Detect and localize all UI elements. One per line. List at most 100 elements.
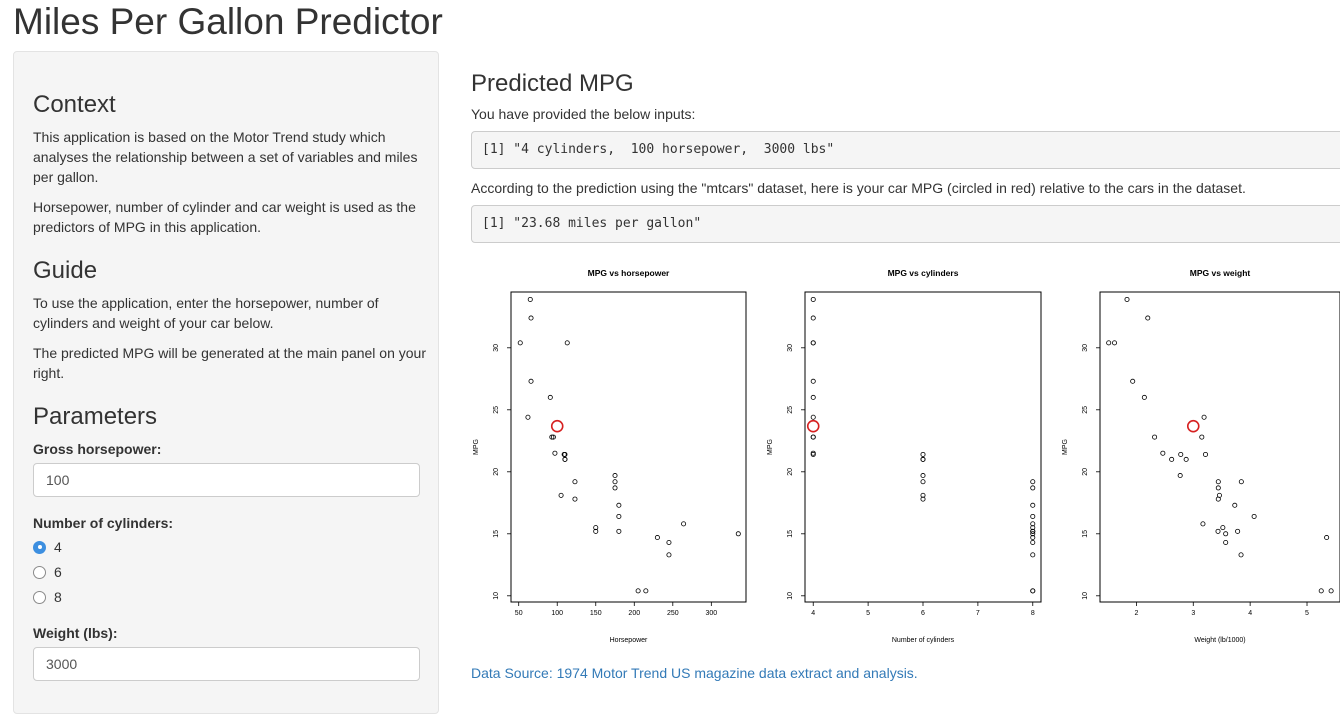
data-point — [552, 450, 558, 456]
data-point — [1030, 535, 1036, 541]
y-tick-label: 30 — [493, 344, 500, 352]
cylinders-option-4[interactable]: 4 — [33, 537, 62, 557]
data-point — [562, 456, 568, 462]
x-tick-label: 4 — [1248, 610, 1252, 617]
y-tick-label: 20 — [493, 468, 500, 476]
data-point — [1200, 521, 1206, 527]
data-point — [525, 414, 531, 420]
plot-frame — [1099, 291, 1340, 603]
data-point — [1201, 414, 1207, 420]
y-tick-label: 10 — [787, 592, 794, 600]
data-point — [1328, 588, 1334, 594]
data-point — [735, 531, 741, 537]
data-point — [561, 451, 567, 457]
cylinders-option-label: 8 — [54, 589, 62, 605]
x-tick-label: 250 — [667, 610, 679, 617]
data-point — [920, 492, 926, 498]
x-tick-label: 5 — [1305, 610, 1309, 617]
y-axis-label: MPG — [767, 439, 774, 455]
prediction-output-block: [1] "23.68 miles per gallon" — [471, 205, 1340, 243]
parameters-heading: Parameters — [33, 403, 158, 430]
data-point — [643, 588, 649, 594]
data-point — [1124, 296, 1130, 302]
x-tick-label: 7 — [976, 610, 980, 617]
data-point — [1199, 434, 1205, 440]
data-point — [1220, 525, 1226, 531]
data-point — [666, 539, 672, 545]
guide-paragraph-2: The predicted MPG will be generated at t… — [33, 345, 427, 381]
data-point — [547, 394, 553, 400]
data-point — [920, 496, 926, 502]
data-point — [666, 552, 672, 558]
radio-button-checked[interactable] — [33, 540, 46, 554]
data-point — [564, 340, 570, 346]
predicted-point — [806, 419, 820, 433]
cylinders-label: Number of cylinders: — [33, 515, 174, 531]
data-point — [616, 513, 622, 519]
y-tick-label: 30 — [1082, 344, 1089, 352]
data-point — [810, 378, 816, 384]
data-point — [1030, 528, 1036, 534]
data-point — [920, 456, 926, 462]
data-point — [1215, 496, 1221, 502]
data-point — [635, 588, 641, 594]
horsepower-label: Gross horsepower: — [33, 441, 162, 457]
radio-button[interactable] — [33, 590, 46, 604]
data-point — [549, 434, 555, 440]
cylinders-option-8[interactable]: 8 — [33, 587, 62, 607]
data-point — [1223, 531, 1229, 537]
data-point — [1235, 528, 1241, 534]
data-point — [810, 394, 816, 400]
app-title: Miles Per Gallon Predictor — [13, 1, 443, 42]
data-point — [558, 492, 564, 498]
data-point — [593, 525, 599, 531]
data-point — [1238, 479, 1244, 485]
data-point — [1232, 502, 1238, 508]
data-point — [612, 479, 618, 485]
y-tick-label: 30 — [787, 344, 794, 352]
y-tick-label: 25 — [1082, 406, 1089, 414]
data-point — [920, 479, 926, 485]
data-point — [1160, 450, 1166, 456]
y-tick-label: 10 — [493, 592, 500, 600]
horsepower-input[interactable] — [33, 463, 420, 497]
data-point — [528, 378, 534, 384]
guide-heading: Guide — [33, 257, 98, 284]
x-tick-label: 3 — [1191, 610, 1195, 617]
y-tick-label: 20 — [787, 468, 794, 476]
x-tick-label: 150 — [590, 610, 602, 617]
data-source-link[interactable]: Data Source: 1974 Motor Trend US magazin… — [471, 665, 918, 681]
x-tick-label: 4 — [811, 610, 815, 617]
data-point — [1178, 451, 1184, 457]
data-point — [920, 451, 926, 457]
x-axis-label: Horsepower — [610, 637, 648, 644]
data-point — [1251, 513, 1257, 519]
radio-button[interactable] — [33, 565, 46, 579]
x-tick-label: 8 — [1031, 610, 1035, 617]
data-point — [593, 528, 599, 534]
inputs-intro-text: You have provided the below inputs: — [471, 106, 696, 122]
y-axis-label: MPG — [473, 439, 480, 455]
data-point — [1030, 531, 1036, 537]
x-tick-label: 5 — [866, 610, 870, 617]
guide-paragraph-1: To use the application, enter the horsep… — [33, 295, 379, 331]
x-tick-label: 200 — [628, 610, 640, 617]
data-point — [1223, 539, 1229, 545]
chart-title: MPG vs horsepower — [588, 268, 670, 278]
chart-title: MPG vs weight — [1190, 268, 1251, 278]
data-point — [1030, 485, 1036, 491]
chart-title: MPG vs cylinders — [888, 268, 959, 278]
plot-frame — [804, 291, 1042, 603]
data-point — [1238, 552, 1244, 558]
x-tick-label: 2 — [1134, 610, 1138, 617]
cylinders-option-6[interactable]: 6 — [33, 562, 62, 582]
data-point — [1215, 479, 1221, 485]
data-point — [517, 340, 523, 346]
data-point — [1215, 528, 1221, 534]
y-tick-label: 15 — [493, 530, 500, 538]
data-point — [1030, 521, 1036, 527]
y-tick-label: 15 — [787, 530, 794, 538]
context-heading: Context — [33, 91, 116, 118]
data-point — [810, 315, 816, 321]
weight-input[interactable] — [33, 647, 420, 681]
